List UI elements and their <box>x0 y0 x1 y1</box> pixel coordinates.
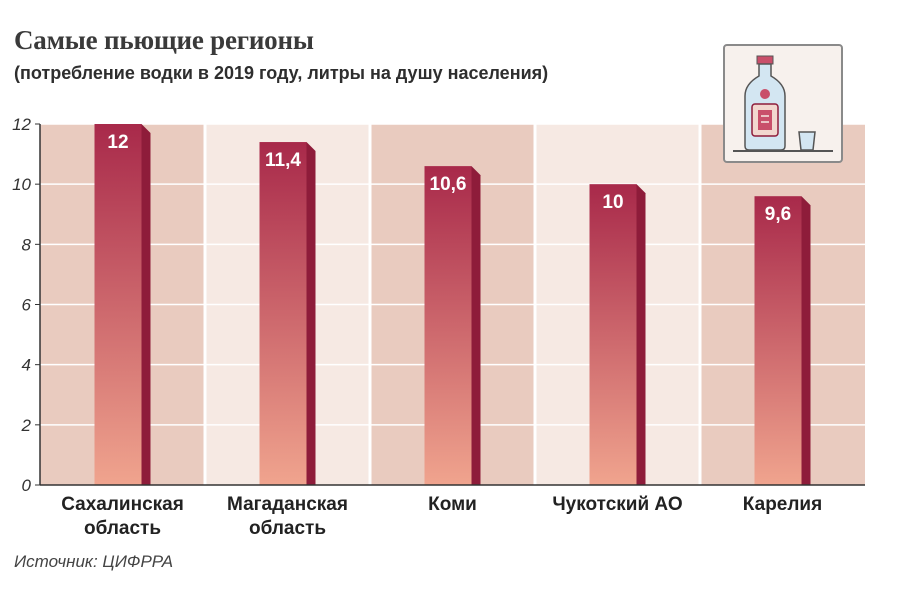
bar-side <box>306 142 316 486</box>
labels: 12 Сахалинская область 11,4 Магаданская облас… <box>61 132 822 539</box>
category-label: Магаданская <box>227 494 348 515</box>
source-note: Источник: ЦИФРРА <box>14 552 174 571</box>
y-tick-label: 0 <box>22 476 32 495</box>
bar-value-label: 10,6 <box>430 174 467 195</box>
bar <box>259 142 307 486</box>
category-label: Чукотский АО <box>552 494 682 515</box>
y-tick-label: 4 <box>22 356 31 375</box>
category-label: область <box>84 518 161 539</box>
category-label: Карелия <box>743 494 822 515</box>
bar-value-label: 12 <box>107 132 128 153</box>
bar-value-label: 11,4 <box>265 150 301 171</box>
bar <box>94 124 142 485</box>
chart-subtitle: (потребление водки в 2019 году, литры на… <box>14 63 549 83</box>
category-label: Сахалинская <box>61 494 184 515</box>
bar-side <box>141 124 151 485</box>
axes: 0 2 4 6 8 10 12 <box>12 115 865 495</box>
bar <box>754 196 802 485</box>
bar-value-label: 10 <box>602 192 623 213</box>
vodka-bottle-and-glass-icon <box>733 55 833 152</box>
bar-side <box>636 184 646 485</box>
bar-value-label: 9,6 <box>765 204 791 225</box>
bar <box>589 184 637 485</box>
category-label: область <box>249 518 326 539</box>
y-tick-label: 10 <box>12 175 31 194</box>
y-tick-label: 8 <box>22 235 32 254</box>
y-tick-label: 12 <box>12 115 31 134</box>
chart-title: Самые пьющие регионы <box>14 25 314 55</box>
y-tick-label: 6 <box>22 296 32 315</box>
category-label: Коми <box>428 494 477 515</box>
bars <box>94 124 811 486</box>
y-tick-label: 2 <box>21 416 32 435</box>
bar-side <box>471 166 481 485</box>
vodka-icon-box <box>723 44 843 163</box>
bar <box>424 166 472 485</box>
bar-side <box>801 196 811 485</box>
